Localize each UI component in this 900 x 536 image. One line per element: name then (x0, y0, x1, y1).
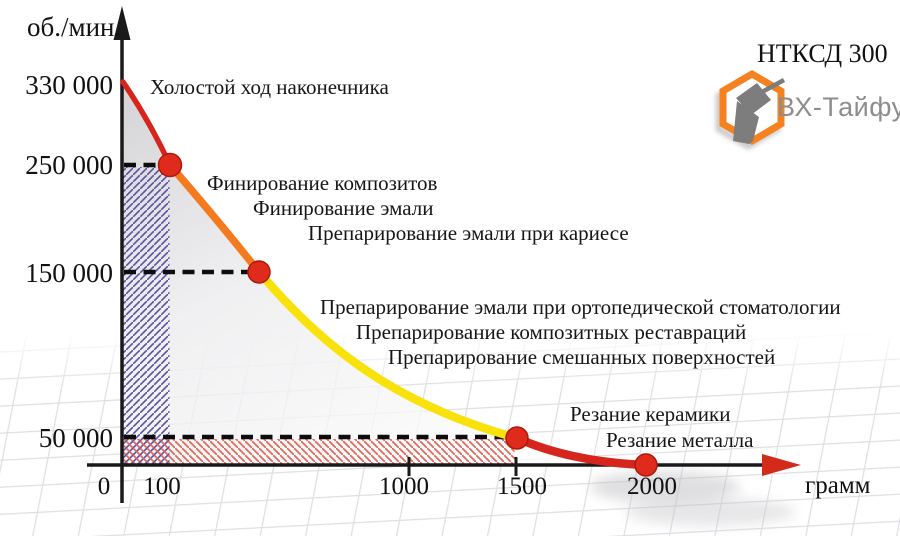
model-title: НТКСД 300 (757, 39, 888, 68)
dental-handpiece-icon (733, 78, 786, 144)
handpiece-body (733, 101, 759, 144)
x-axis-title: грамм (805, 472, 871, 499)
brand-name: ВХ-Тайфун (777, 92, 900, 122)
annotation-cutting-2: Резание металла (606, 428, 754, 452)
x-axis-arrow-icon (762, 454, 801, 476)
x-tick-label-100: 100 (143, 473, 181, 500)
y-tick-label-150000: 150 000 (25, 258, 113, 288)
point-2000g (634, 453, 658, 477)
annotation-preparation-3: Препарирование смешанных поверхностей (388, 345, 776, 369)
y-tick-label-50000: 50 000 (38, 423, 113, 453)
annotation-finishing-2: Финирование эмали (253, 196, 434, 220)
bur-icon (760, 78, 786, 94)
point-250000 (157, 152, 183, 178)
point-150000 (247, 260, 271, 284)
under-curve-area (122, 82, 646, 465)
annotation-preparation-1: Препарирование эмали при ортопедической … (320, 295, 841, 319)
point-50000 (505, 426, 529, 450)
annotation-finishing-3: Препарирование эмали при кариесе (308, 221, 629, 245)
curve-preparation-segment (254, 267, 522, 443)
blue-hatch-zone (123, 167, 170, 464)
x-tick-label-1500: 1500 (497, 473, 547, 500)
curve-cutting-segment (512, 433, 651, 470)
data-points (157, 152, 658, 477)
y-axis-title: об./мин. (27, 12, 122, 42)
annotation-cutting-1: Резание керамики (570, 402, 731, 426)
x-tick-label-0: 0 (97, 473, 111, 500)
y-tick-label-330000: 330 000 (25, 70, 113, 100)
y-axis-arrow-icon (113, 6, 131, 40)
shadow-blob (590, 471, 740, 503)
annotation-finishing-1: Финирование композитов (207, 171, 438, 195)
y-tick-label-250000: 250 000 (25, 150, 113, 180)
performance-curve (120, 79, 651, 470)
annotation-preparation-2: Препарирование композитных реставраций (356, 320, 747, 344)
annotation-idle: Холостой ход наконечника (150, 75, 389, 99)
x-tick-label-1000: 1000 (379, 473, 429, 500)
x-tick-label-2000: 2000 (627, 473, 677, 500)
brand-logo (715, 69, 786, 151)
curve-finishing-segment (166, 161, 263, 276)
red-hatch-zone (123, 439, 515, 464)
dashed-guides (124, 162, 506, 440)
shadow-blob (625, 498, 795, 526)
